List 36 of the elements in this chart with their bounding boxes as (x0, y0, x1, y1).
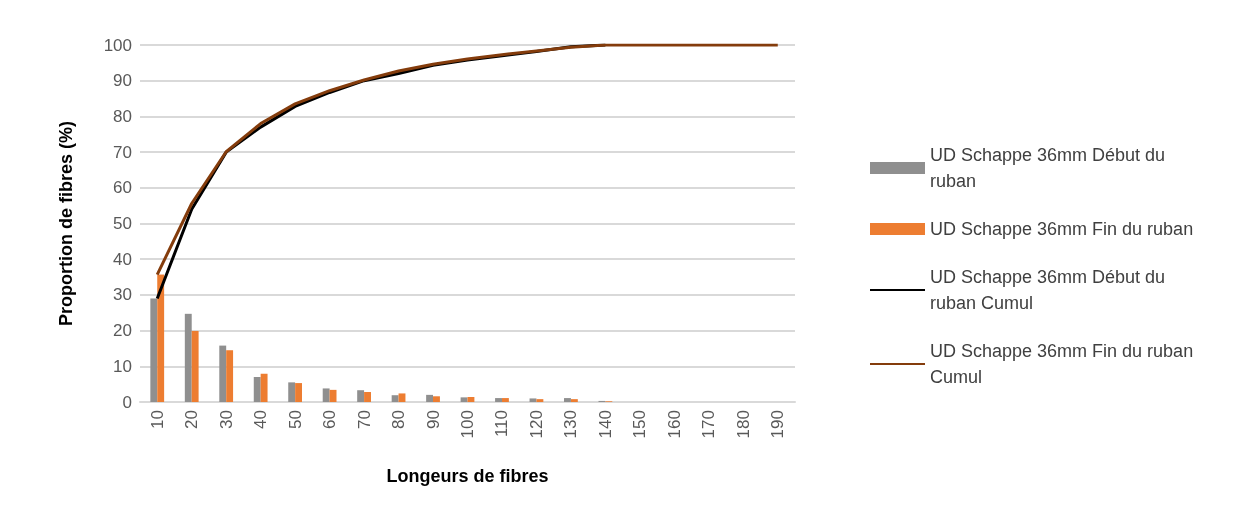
x-tick-label: 50 (285, 410, 305, 429)
x-tick-label: 140 (595, 410, 615, 439)
x-tick-label: 40 (251, 410, 271, 429)
x-tick-label: 70 (354, 410, 374, 429)
x-tick-label: 180 (733, 410, 753, 439)
legend-label: UD Schappe 36mm Fin du ruban (930, 219, 1194, 239)
y-tick-label: 90 (113, 71, 132, 91)
legend-label: UD Schappe 36mm Début du ruban Cumul (930, 267, 1171, 313)
x-tick-label: 100 (458, 410, 477, 439)
y-axis-title: Proportion de fibres (%) (56, 120, 76, 327)
y-tick-label: 0 (122, 392, 132, 412)
x-tick-label: 170 (699, 410, 719, 439)
x-tick-label: 120 (526, 410, 546, 439)
y-tick-label: 70 (113, 142, 132, 162)
y-tick-label: 80 (113, 106, 132, 126)
x-tick-label: 30 (216, 410, 236, 429)
x-tick-label: 160 (664, 410, 684, 439)
legend-label: UD Schappe 36mm Début du ruban (930, 145, 1171, 191)
x-tick-label: 150 (630, 410, 650, 439)
x-tick-label: 110 (492, 410, 512, 438)
legend-label: UD Schappe 36mm Fin du ruban Cumul (930, 341, 1199, 387)
y-tick-label: 100 (103, 35, 132, 55)
x-tick-label: 130 (561, 410, 581, 439)
y-tick-label: 20 (113, 321, 132, 341)
y-tick-label: 40 (113, 249, 132, 269)
x-tick-label: 10 (147, 410, 167, 429)
x-tick-label: 20 (182, 410, 202, 429)
y-tick-label: 30 (113, 285, 132, 305)
x-tick-label: 190 (768, 410, 788, 439)
x-axis-title: Longeurs de fibres (386, 466, 549, 486)
x-tick-label: 90 (423, 410, 443, 429)
y-tick-label: 50 (113, 214, 132, 233)
y-tick-label: 60 (113, 178, 132, 198)
x-tick-label: 60 (320, 410, 340, 429)
x-tick-label: 80 (389, 410, 409, 429)
y-tick-label: 10 (113, 356, 132, 376)
